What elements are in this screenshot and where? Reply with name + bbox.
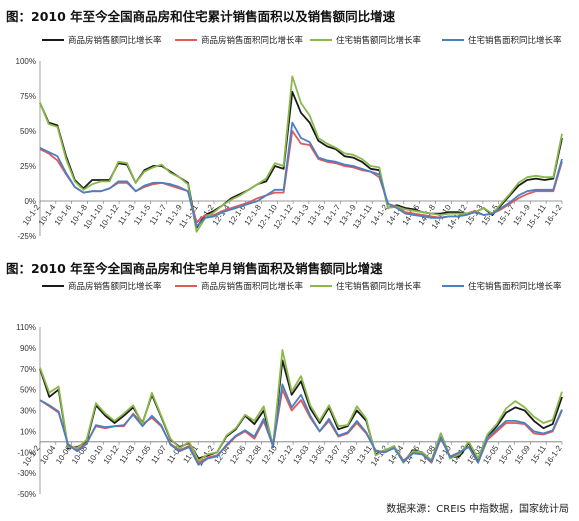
y-tick-label: 70%: [20, 365, 36, 374]
source-note: 数据来源：CREIS 中指数据，国家统计局: [386, 504, 569, 515]
x-tick-label: 12-06: [228, 443, 247, 465]
x-tick-label: 15-09: [513, 443, 532, 465]
legend-label: 住宅销售额同比增长率: [336, 35, 422, 46]
x-tick-label: 11-05: [134, 443, 153, 465]
legend-label: 住宅销售面积同比增长率: [468, 35, 562, 46]
y-tick-label: 50%: [20, 386, 36, 395]
x-tick-label: 13-03: [291, 443, 310, 465]
y-tick-label: 75%: [20, 92, 36, 101]
chart-cumulative: 图：2010 年至今全国商品房和住宅累计销售面积以及销售额同比增速 -25% 0%…: [0, 0, 579, 258]
x-tick-label: 16-1-2: [543, 203, 564, 228]
y-tick-label: 10%: [20, 427, 36, 436]
chart-svg-cumulative: -25%0%25%50%75%100%10-1-210-1-410-1-610-…: [16, 35, 564, 241]
y-tick-label: 30%: [20, 407, 36, 416]
y-tick-label: 0%: [24, 197, 36, 206]
series-line-4: [39, 121, 563, 228]
legend-label: 住宅销售额同比增长率: [336, 281, 422, 292]
legend-label: 住宅销售面积同比增长率: [468, 281, 562, 292]
chart-svg-monthly: -50%-30%-10%10%30%50%70%90%110%10-1-210-…: [16, 281, 564, 499]
y-tick-label: -25%: [17, 232, 36, 241]
x-tick-label: 13-07: [323, 443, 342, 465]
x-tick-label: 10-10: [86, 443, 105, 465]
series-line-4: [39, 383, 563, 466]
series-line-3: [39, 349, 563, 464]
y-tick-label: 50%: [20, 127, 36, 136]
x-tick-label: 11-07: [149, 443, 168, 465]
y-tick-label: -30%: [17, 469, 36, 478]
x-tick-label: 12-12: [276, 443, 295, 465]
x-tick-label: 12-10: [260, 443, 279, 465]
x-tick-label: 16-1-2: [543, 443, 564, 468]
x-tick-label: 12-04: [212, 443, 231, 465]
y-tick-label: -50%: [17, 490, 36, 499]
chart-monthly: 图：2010 年至今全国商品房和住宅单月销售面积及销售额同比增速 -50% -30…: [0, 258, 579, 521]
y-tick-label: -10%: [17, 448, 36, 457]
y-tick-label: 25%: [20, 162, 36, 171]
chart-title: 图：2010 年至今全国商品房和住宅累计销售面积以及销售额同比增速: [6, 9, 396, 24]
x-tick-label: 14-1-2: [369, 443, 390, 468]
legend-label: 商品房销售额同比增长率: [68, 281, 162, 292]
legend-label: 商品房销售面积同比增长率: [201, 35, 304, 46]
x-tick-label: 12-08: [244, 443, 263, 465]
chart-title: 图：2010 年至今全国商品房和住宅单月销售面积及销售额同比增速: [6, 261, 383, 276]
series-line-2: [39, 130, 563, 223]
x-tick-label: 10-04: [38, 443, 57, 465]
x-tick-label: 10-12: [102, 443, 121, 465]
x-tick-label: 15-07: [497, 443, 516, 465]
legend-label: 商品房销售额同比增长率: [68, 35, 162, 46]
x-tick-label: 13-05: [307, 443, 326, 465]
y-tick-label: 100%: [16, 57, 36, 66]
x-tick-label: 11-03: [118, 443, 137, 465]
y-tick-label: 90%: [20, 344, 36, 353]
legend-label: 商品房销售面积同比增长率: [201, 281, 304, 292]
x-tick-label: 13-09: [339, 443, 358, 465]
y-tick-label: 110%: [16, 323, 36, 332]
